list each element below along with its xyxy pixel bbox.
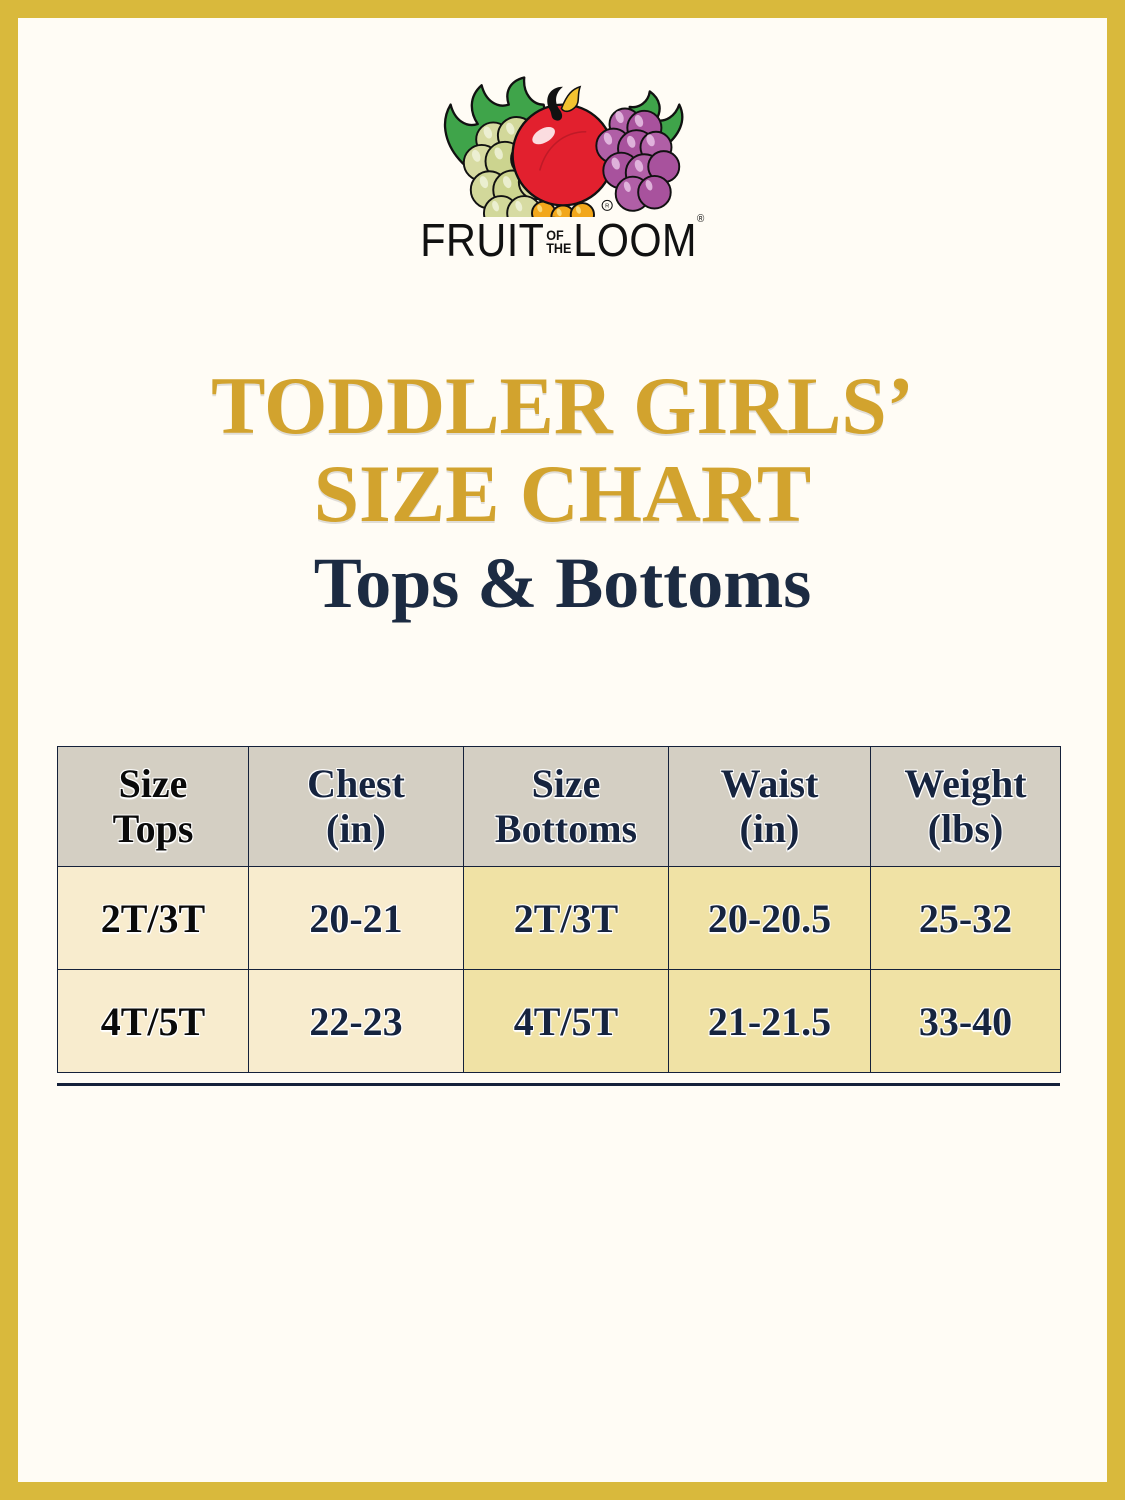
svg-text:R: R bbox=[605, 204, 609, 210]
